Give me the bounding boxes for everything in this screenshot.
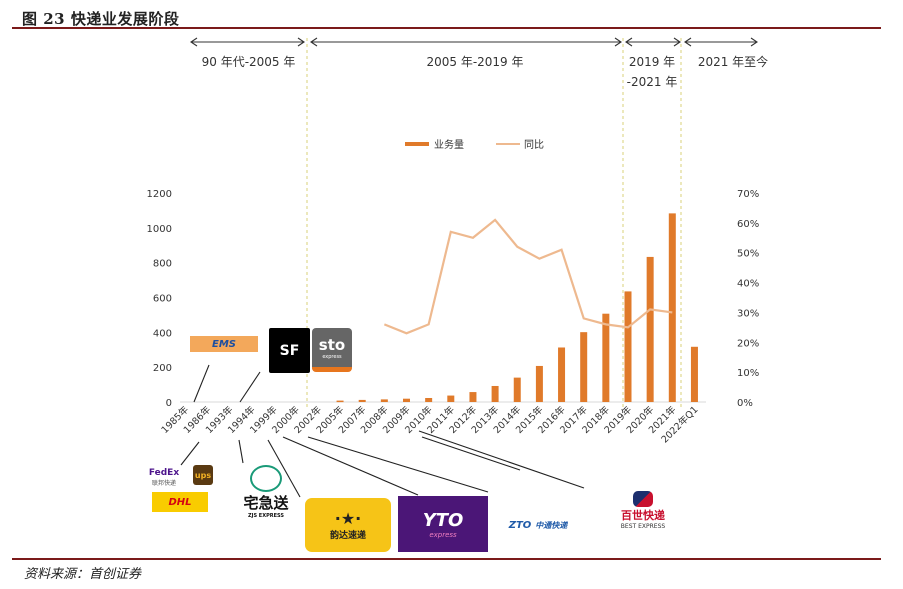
svg-text:70%: 70% <box>737 189 759 200</box>
svg-text:600: 600 <box>153 294 172 305</box>
yunda-logo: ·★· 韵达速递 <box>305 498 391 552</box>
svg-text:20%: 20% <box>737 338 759 349</box>
source-note: 资料来源：首创证券 <box>24 567 142 582</box>
yto-logo: YTO express <box>398 496 488 552</box>
svg-text:1000: 1000 <box>147 224 172 235</box>
bottom-rule <box>12 558 881 560</box>
svg-text:0%: 0% <box>737 398 753 409</box>
svg-text:60%: 60% <box>737 219 759 230</box>
svg-text:业务量: 业务量 <box>434 138 464 151</box>
period-label-4: 2021 年至今 <box>697 55 769 69</box>
sf-logo: SF <box>269 328 310 373</box>
ups-logo: ups <box>193 465 213 485</box>
zjs-logo: 宅急送 ZJS EXPRESS <box>232 465 300 519</box>
yunda-smile-icon: ·★· <box>334 509 362 528</box>
period-arrows <box>190 37 758 47</box>
legend: 业务量 同比 <box>405 138 544 151</box>
svg-text:1200: 1200 <box>147 189 172 200</box>
svg-text:0: 0 <box>166 398 172 409</box>
ems-logo: EMS <box>190 336 258 352</box>
figure-title: 图 23 快递业发展阶段 <box>22 10 180 28</box>
best-logo: 百世快递 BEST EXPRESS <box>608 488 678 532</box>
svg-text:40%: 40% <box>737 279 759 290</box>
svg-text:200: 200 <box>153 363 172 374</box>
dhl-logo: DHL <box>152 492 208 512</box>
svg-text:同比: 同比 <box>524 139 544 151</box>
best-emblem <box>633 490 653 507</box>
svg-text:800: 800 <box>153 259 172 270</box>
period-label-3: 2019 年 -2021 年 <box>626 55 678 89</box>
zjs-emblem <box>250 465 282 492</box>
zto-logo: ZTO 中通快递 <box>508 519 568 531</box>
top-rule <box>12 27 881 29</box>
fedex-logo: FedEx 联邦快递 <box>148 467 180 487</box>
svg-text:30%: 30% <box>737 308 759 319</box>
connector-lines <box>180 364 585 498</box>
svg-text:50%: 50% <box>737 249 759 260</box>
svg-text:10%: 10% <box>737 368 759 379</box>
period-label-2: 2005 年-2019 年 <box>426 55 524 69</box>
sto-logo: sto express <box>312 328 352 372</box>
svg-text:400: 400 <box>153 328 172 339</box>
period-label-1: 90 年代-2005 年 <box>201 55 296 69</box>
